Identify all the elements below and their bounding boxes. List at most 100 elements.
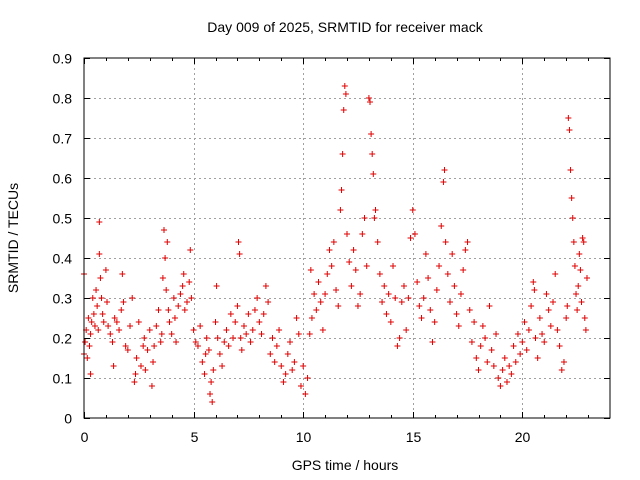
- data-point: [111, 315, 118, 321]
- data-point: [341, 83, 348, 89]
- data-point: [254, 295, 261, 301]
- data-point: [127, 323, 134, 329]
- data-point: [568, 195, 575, 201]
- data-point: [190, 327, 197, 333]
- data-point: [416, 303, 423, 309]
- data-point: [497, 383, 504, 389]
- data-point: [113, 319, 120, 325]
- data-point: [278, 363, 285, 369]
- data-point: [160, 227, 167, 233]
- data-point: [287, 339, 294, 345]
- data-point: [137, 363, 144, 369]
- data-point: [256, 319, 263, 325]
- y-tick-label: 0.9: [53, 51, 73, 67]
- data-point: [512, 359, 519, 365]
- data-point: [370, 171, 377, 177]
- data-point: [342, 91, 349, 97]
- data-point: [144, 347, 151, 353]
- data-point: [187, 247, 194, 253]
- data-point: [521, 319, 528, 325]
- data-point: [315, 279, 322, 285]
- y-tick-label: 0.1: [53, 371, 73, 387]
- data-point: [202, 351, 209, 357]
- data-point: [570, 239, 577, 245]
- data-point: [133, 355, 140, 361]
- data-point: [184, 299, 191, 305]
- data-point: [583, 275, 590, 281]
- data-point: [517, 351, 524, 357]
- data-point: [379, 299, 386, 305]
- data-point: [164, 239, 171, 245]
- data-point: [359, 231, 366, 237]
- data-point: [541, 339, 548, 345]
- data-point: [405, 295, 412, 301]
- data-point: [460, 267, 467, 273]
- data-point: [276, 327, 283, 333]
- data-point: [369, 151, 376, 157]
- data-point: [289, 367, 296, 373]
- data-point: [367, 99, 374, 105]
- data-point: [295, 331, 302, 337]
- data-point: [383, 311, 390, 317]
- data-point: [431, 319, 438, 325]
- data-point: [230, 335, 237, 341]
- data-point: [116, 327, 123, 333]
- data-point: [381, 283, 388, 289]
- data-point: [566, 127, 573, 133]
- data-point: [411, 231, 418, 237]
- data-point: [376, 271, 383, 277]
- data-point: [451, 283, 458, 289]
- data-point: [162, 255, 169, 261]
- data-point: [180, 271, 187, 277]
- data-point: [462, 247, 469, 253]
- data-point: [306, 331, 313, 337]
- data-point: [97, 275, 104, 281]
- data-point: [297, 383, 304, 389]
- data-point: [84, 355, 91, 361]
- data-point: [173, 339, 180, 345]
- data-point: [575, 283, 582, 289]
- data-point: [425, 275, 432, 281]
- data-point: [418, 315, 425, 321]
- y-tick-label: 0.8: [53, 91, 73, 107]
- data-point: [87, 331, 94, 337]
- data-point: [188, 295, 195, 301]
- data-point: [578, 299, 585, 305]
- y-axis-title: SRMTID / TECUs: [5, 183, 21, 293]
- data-point: [394, 343, 401, 349]
- data-point: [503, 379, 510, 385]
- x-tick-label: 0: [81, 429, 89, 445]
- data-point: [260, 311, 267, 317]
- grid-layer: [84, 58, 610, 418]
- data-point: [519, 339, 526, 345]
- data-point: [194, 343, 201, 349]
- data-point: [473, 355, 480, 361]
- data-point: [284, 351, 291, 357]
- data-point: [357, 291, 364, 297]
- data-point: [350, 247, 357, 253]
- data-point: [118, 307, 125, 313]
- data-point: [530, 279, 537, 285]
- data-point: [245, 311, 252, 317]
- data-point: [100, 319, 107, 325]
- data-point: [93, 287, 100, 293]
- data-point: [340, 107, 347, 113]
- data-point: [552, 271, 559, 277]
- data-point: [324, 271, 331, 277]
- data-point: [514, 331, 521, 337]
- x-tick-label: 15: [406, 429, 422, 445]
- data-point: [94, 303, 101, 309]
- data-point: [142, 367, 149, 373]
- data-point: [135, 319, 142, 325]
- data-point: [493, 331, 500, 337]
- data-point: [579, 235, 586, 241]
- data-point: [313, 307, 320, 313]
- data-point: [486, 303, 493, 309]
- y-tick-label: 0.4: [53, 251, 73, 267]
- data-point: [247, 339, 254, 345]
- data-point: [109, 339, 116, 345]
- data-point: [271, 359, 278, 365]
- data-point: [168, 331, 175, 337]
- data-point: [563, 315, 570, 321]
- data-point: [577, 267, 584, 273]
